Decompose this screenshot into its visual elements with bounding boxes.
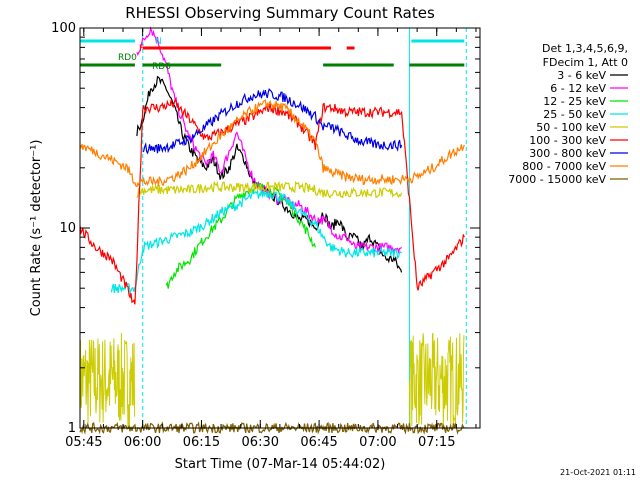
y-tick-label-1: 10: [59, 221, 76, 236]
timestamp-footer: 21-Oct-2021 01:11: [560, 468, 636, 477]
noise-band-0-1: [408, 332, 465, 428]
x-tick-label-6: 07:15: [418, 435, 455, 450]
legend-label-2: 12 - 25 keV: [543, 95, 606, 108]
chart-title: RHESSI Observing Summary Count Rates: [125, 4, 435, 22]
series-line-3: [110, 189, 403, 295]
series-line-2: [165, 182, 316, 289]
x-tick-label-5: 07:00: [359, 435, 396, 450]
x-tick-label-3: 06:30: [242, 435, 279, 450]
series-line-4: [136, 180, 403, 199]
flag-label-2: RD0: [118, 53, 137, 63]
x-axis-label: Start Time (07-Mar-14 05:44:02): [175, 457, 386, 472]
legend-label-4: 50 - 100 keV: [536, 121, 606, 134]
legend-label-6: 300 - 800 keV: [529, 147, 606, 160]
legend-label-3: 25 - 50 keV: [543, 108, 606, 121]
legend-header-1: FDecim 1, Att 0: [543, 56, 628, 69]
flag-label-3: RD6: [152, 62, 171, 72]
flag-label-0: N: [155, 37, 162, 47]
series-line-5: [79, 98, 465, 305]
legend-label-5: 100 - 300 keV: [529, 134, 606, 147]
x-tick-label-4: 06:45: [300, 435, 337, 450]
axis-layer: 05:45 06:00 06:15 06:30 06:45 07:00 07:15 1 10 10…: [51, 21, 480, 450]
series-line-6: [142, 88, 403, 155]
flag-label-1: F: [139, 44, 144, 54]
y-axis-label: Count Rate (s⁻¹ detector⁻¹): [29, 140, 44, 317]
legend-header-0: Det 1,3,4,5,6,9,: [542, 42, 628, 55]
series-line-7: [79, 99, 465, 188]
series-line-8: [79, 421, 465, 435]
noise-band-0-0: [79, 332, 136, 429]
legend-label-7: 800 - 7000 keV: [522, 160, 606, 173]
x-tick-label-2: 06:15: [183, 435, 220, 450]
legend-label-0: 3 - 6 keV: [557, 69, 606, 82]
series-line-1: [136, 25, 402, 255]
data-layer: [79, 25, 467, 435]
y-tick-label-2: 100: [51, 21, 76, 36]
legend-label-1: 6 - 12 keV: [550, 82, 606, 95]
y-tick-label-0: 1: [68, 421, 76, 436]
x-tick-label-0: 05:45: [65, 435, 102, 450]
legend-label-8: 7000 - 15000 keV: [508, 173, 606, 186]
legend: Det 1,3,4,5,6,9,FDecim 1, Att 03 - 6 keV…: [508, 42, 628, 186]
x-tick-label-1: 06:00: [124, 435, 161, 450]
